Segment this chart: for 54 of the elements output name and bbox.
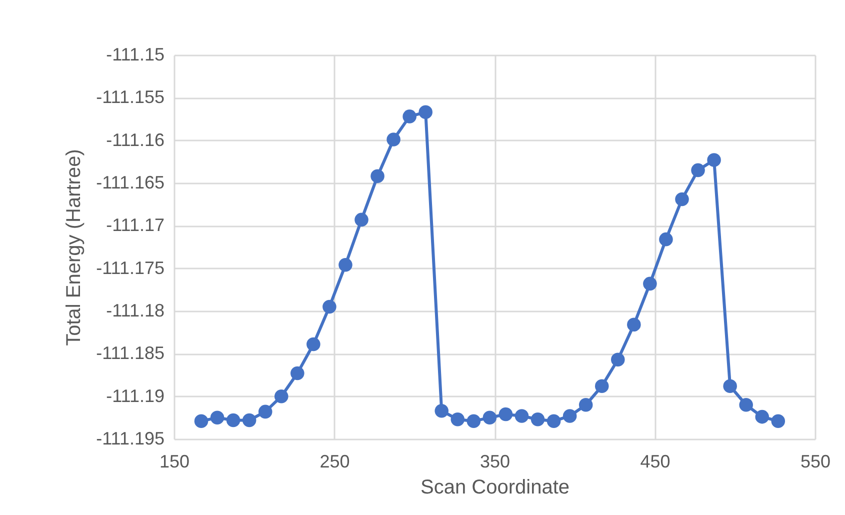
point bbox=[530, 412, 545, 426]
point bbox=[578, 398, 593, 412]
point bbox=[354, 212, 368, 227]
point bbox=[675, 192, 689, 206]
y-tick-label: -111.155 bbox=[96, 87, 164, 108]
point bbox=[242, 413, 256, 428]
point bbox=[258, 404, 272, 419]
point bbox=[643, 276, 657, 291]
y-tick-label: -111.19 bbox=[106, 386, 164, 406]
point bbox=[514, 409, 529, 423]
x-tick-label: 450 bbox=[640, 452, 670, 472]
point bbox=[691, 163, 705, 178]
point bbox=[370, 169, 384, 184]
y-axis-title: Total Energy (Hartree) bbox=[63, 149, 86, 346]
y-tick-label: -111.15 bbox=[106, 44, 164, 64]
point bbox=[659, 232, 673, 246]
point bbox=[562, 409, 577, 423]
point bbox=[594, 379, 609, 393]
point bbox=[611, 352, 625, 367]
point bbox=[755, 410, 770, 424]
y-tick-label: -111.18 bbox=[106, 300, 164, 320]
point bbox=[466, 414, 481, 428]
y-tick-label: -111.165 bbox=[96, 172, 164, 192]
point bbox=[194, 414, 208, 428]
point bbox=[771, 414, 786, 428]
point bbox=[723, 379, 737, 393]
point bbox=[627, 318, 641, 332]
x-axis-title: Scan Coordinate bbox=[420, 476, 570, 498]
x-tick-label: 350 bbox=[480, 452, 510, 472]
point bbox=[322, 300, 336, 314]
point bbox=[226, 413, 240, 428]
point bbox=[498, 407, 513, 422]
x-tick-label: 550 bbox=[800, 452, 831, 472]
point bbox=[386, 132, 400, 146]
point bbox=[210, 410, 224, 425]
point bbox=[290, 366, 304, 380]
point bbox=[306, 337, 320, 352]
point bbox=[274, 389, 288, 404]
point bbox=[450, 412, 465, 426]
x-tick-label: 250 bbox=[320, 452, 350, 472]
y-tick-label: -111.185 bbox=[96, 343, 164, 364]
point bbox=[338, 258, 352, 272]
y-tick-label: -111.16 bbox=[106, 130, 164, 150]
point bbox=[482, 410, 497, 425]
point bbox=[434, 404, 449, 418]
point bbox=[546, 414, 561, 428]
y-tick-label: -111.195 bbox=[96, 428, 164, 448]
point bbox=[418, 105, 432, 120]
y-tick-label: -111.17 bbox=[106, 215, 164, 236]
point bbox=[402, 110, 416, 124]
point bbox=[707, 153, 721, 167]
y-tick-label: -111.175 bbox=[96, 258, 164, 278]
point bbox=[739, 398, 753, 412]
x-tick-label: 150 bbox=[159, 452, 190, 472]
